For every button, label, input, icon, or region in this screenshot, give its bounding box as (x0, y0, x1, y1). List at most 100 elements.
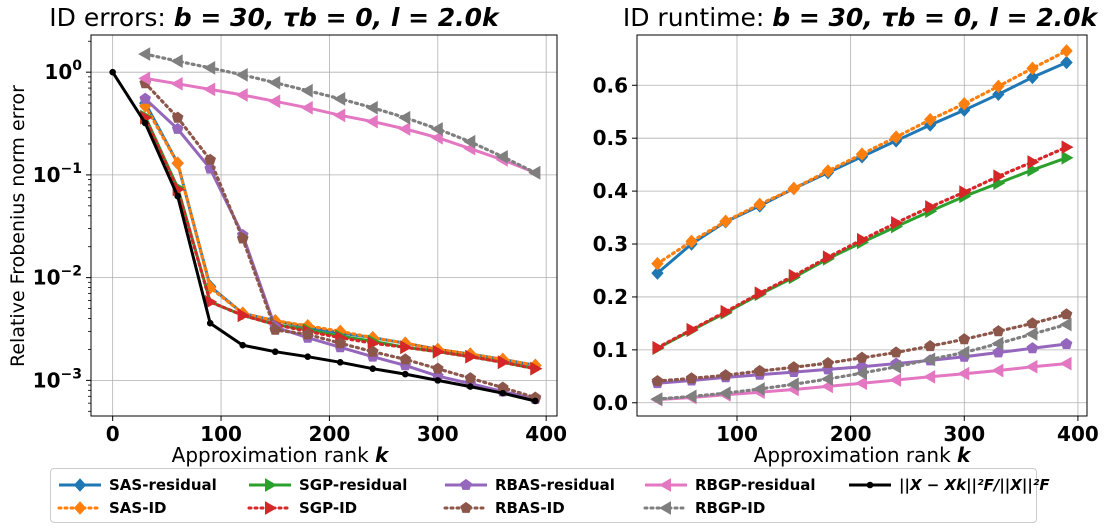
data-point (430, 130, 443, 145)
legend-item-rbgp-id: RBGP-ID (643, 498, 765, 518)
data-point (269, 323, 282, 335)
axes-frame (636, 34, 1088, 417)
data-point (891, 215, 904, 230)
legend-item-rbgp-residual: RBGP-residual (643, 475, 816, 495)
data-point (1026, 342, 1039, 354)
data-point (333, 108, 346, 123)
data-point (432, 344, 445, 359)
data-point (497, 355, 510, 370)
gridlines (637, 35, 1087, 416)
data-point (398, 122, 411, 136)
data-point (171, 156, 184, 170)
data-point (235, 88, 248, 102)
legend-swatch (643, 501, 689, 515)
data-point (719, 369, 732, 381)
data-point (1060, 44, 1073, 58)
data-point (334, 337, 347, 349)
y-tick-label: 0.4 (593, 179, 628, 203)
data-point (1026, 317, 1039, 329)
data-point (753, 364, 766, 376)
data-point (467, 383, 474, 390)
x-tick-label: 100 (200, 422, 242, 446)
title-math: b = 30, τb = 0, l = 2.0k (174, 3, 500, 32)
data-point (1026, 61, 1039, 76)
data-point (991, 336, 1004, 351)
data-point (1060, 55, 1073, 70)
data-point (822, 356, 834, 368)
xlabel-text: Approximation rank (172, 443, 375, 467)
legend-swatch (249, 478, 291, 492)
swatch-marker (658, 478, 671, 492)
data-point (301, 328, 314, 340)
data-point (434, 377, 442, 384)
data-point (889, 359, 902, 374)
legend-label: RBAS-residual (495, 476, 615, 494)
series-group (650, 44, 1074, 407)
swatch-marker (265, 478, 278, 492)
data-point (958, 333, 971, 345)
swatch-marker (73, 478, 87, 492)
swatch-marker (265, 501, 278, 515)
series-group (109, 47, 543, 405)
data-point (822, 250, 835, 265)
data-point (923, 369, 936, 384)
data-point (719, 214, 732, 229)
data-point (271, 348, 279, 356)
data-point (204, 153, 216, 165)
data-point (957, 345, 970, 360)
series-sgp-residual (652, 150, 1074, 356)
series-rbgp-id (138, 47, 541, 180)
data-point (401, 370, 409, 378)
data-point (495, 149, 508, 164)
legend-swatch (57, 501, 103, 515)
xlabel-math: k (375, 443, 390, 467)
legend-swatch (645, 478, 687, 492)
title-math: b = 30, τb = 0, l = 2.0k (772, 3, 1098, 32)
data-point (1060, 337, 1073, 349)
data-point (650, 392, 663, 406)
data-point (528, 165, 541, 180)
legend-item-sgp-residual: SGP-residual (247, 475, 407, 495)
y-tick-label: 0.3 (593, 232, 628, 256)
legend-item-rbas-residual: RBAS-residual (443, 475, 615, 495)
y-tick-label: 0.5 (593, 126, 628, 150)
legend-item-sgp-id: SGP-ID (247, 498, 357, 518)
data-point (109, 68, 116, 76)
swatch-marker (460, 478, 472, 490)
tick-labels: 100 200 300 400 0.0 0.1 0.2 0.3 0.4 0.5 0.6 (593, 73, 1099, 446)
series-rbas-id (139, 77, 542, 403)
data-point (1059, 317, 1072, 332)
chart-title-right: ID runtime: b = 30, τb = 0, l = 2.0k (623, 3, 1099, 32)
data-point (889, 130, 903, 144)
data-point (786, 377, 799, 392)
y-tick-label: 0.6 (593, 73, 628, 97)
data-point (923, 352, 936, 367)
data-point (856, 351, 868, 363)
tick-labels: 0 100 200 300 400 100 10−1 10−2 10−3 (33, 40, 567, 446)
xlabel-math: k (957, 443, 972, 467)
data-point (924, 112, 937, 127)
data-point (890, 346, 902, 358)
data-point (993, 169, 1006, 184)
data-point (959, 185, 972, 200)
data-point (958, 97, 971, 111)
y-tick-label: 10−1 (33, 161, 82, 187)
data-point (992, 325, 1005, 337)
data-point (857, 232, 870, 247)
data-point (684, 389, 697, 404)
data-point (651, 374, 664, 386)
data-point (685, 372, 698, 384)
data-point (365, 114, 378, 129)
legend-item-sas-residual: SAS-residual (57, 475, 217, 495)
data-point (1061, 140, 1074, 155)
data-point (1060, 308, 1073, 320)
data-point (1059, 356, 1072, 371)
title-prefix: ID runtime: (623, 3, 772, 32)
series-line (111, 71, 536, 403)
y-axis-label-left: Relative Frobenius norm error (7, 85, 29, 367)
data-point (138, 47, 151, 61)
data-point (753, 197, 766, 212)
data-point (752, 382, 765, 396)
data-point (854, 376, 867, 391)
